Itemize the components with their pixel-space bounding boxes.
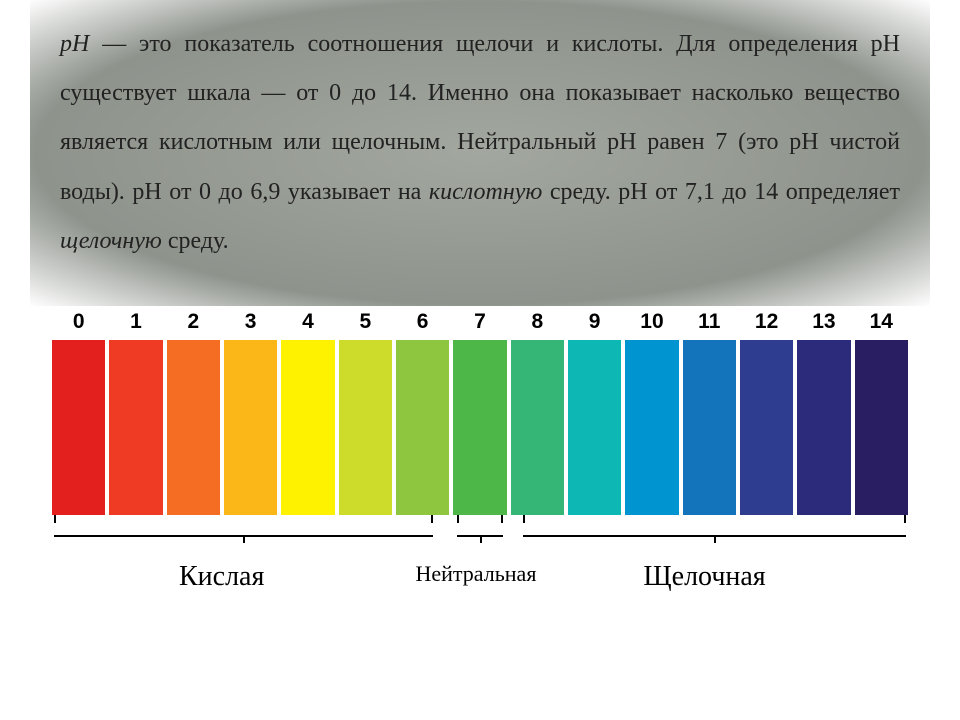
ph-bar-8: [511, 340, 564, 515]
page: pH — это показатель соотношения щелочи и…: [0, 0, 960, 720]
ph-bar-14: [855, 340, 908, 515]
range-brackets: [50, 521, 910, 561]
description-text: pH — это показатель соотношения щелочи и…: [30, 0, 930, 306]
ph-scale-chart: 01234567891011121314 Кислая Нейтральная …: [30, 310, 930, 605]
ph-label-4: 4: [279, 310, 336, 340]
ph-bar-9: [568, 340, 621, 515]
ph-label-9: 9: [566, 310, 623, 340]
ph-number-labels: 01234567891011121314: [50, 310, 910, 340]
ph-label-14: 14: [853, 310, 910, 340]
ph-label-6: 6: [394, 310, 451, 340]
ph-color-bars: [50, 340, 910, 515]
bracket-alkaline: [523, 521, 906, 537]
ph-label-3: 3: [222, 310, 279, 340]
ph-bar-12: [740, 340, 793, 515]
range-label-neutral: Нейтральная: [416, 561, 537, 587]
ph-label-2: 2: [165, 310, 222, 340]
ph-label-7: 7: [451, 310, 508, 340]
bracket-acidic: [54, 521, 432, 537]
ph-bar-3: [224, 340, 277, 515]
acidic-term: кислотную: [429, 179, 542, 205]
desc-seg-3: среду.: [162, 228, 229, 254]
ph-label-11: 11: [681, 310, 738, 340]
ph-bar-11: [683, 340, 736, 515]
ph-label-8: 8: [509, 310, 566, 340]
desc-seg-2: среду. pH от 7,1 до 14 определяет: [542, 179, 900, 205]
ph-label-0: 0: [50, 310, 107, 340]
ph-bar-7: [453, 340, 506, 515]
bracket-neutral: [457, 521, 503, 537]
alkaline-term: щелочную: [60, 228, 162, 254]
ph-bar-0: [52, 340, 105, 515]
ph-term: pH: [60, 31, 89, 57]
ph-bar-4: [281, 340, 334, 515]
ph-label-12: 12: [738, 310, 795, 340]
range-label-alkaline: Щелочная: [643, 561, 765, 593]
ph-label-13: 13: [795, 310, 852, 340]
ph-label-1: 1: [107, 310, 164, 340]
ph-bar-6: [396, 340, 449, 515]
ph-bar-13: [797, 340, 850, 515]
ph-bar-10: [625, 340, 678, 515]
range-labels: Кислая Нейтральная Щелочная: [50, 561, 910, 605]
ph-bar-2: [167, 340, 220, 515]
range-label-acidic: Кислая: [179, 561, 264, 593]
ph-label-5: 5: [337, 310, 394, 340]
ph-bar-1: [109, 340, 162, 515]
ph-label-10: 10: [623, 310, 680, 340]
ph-bar-5: [339, 340, 392, 515]
